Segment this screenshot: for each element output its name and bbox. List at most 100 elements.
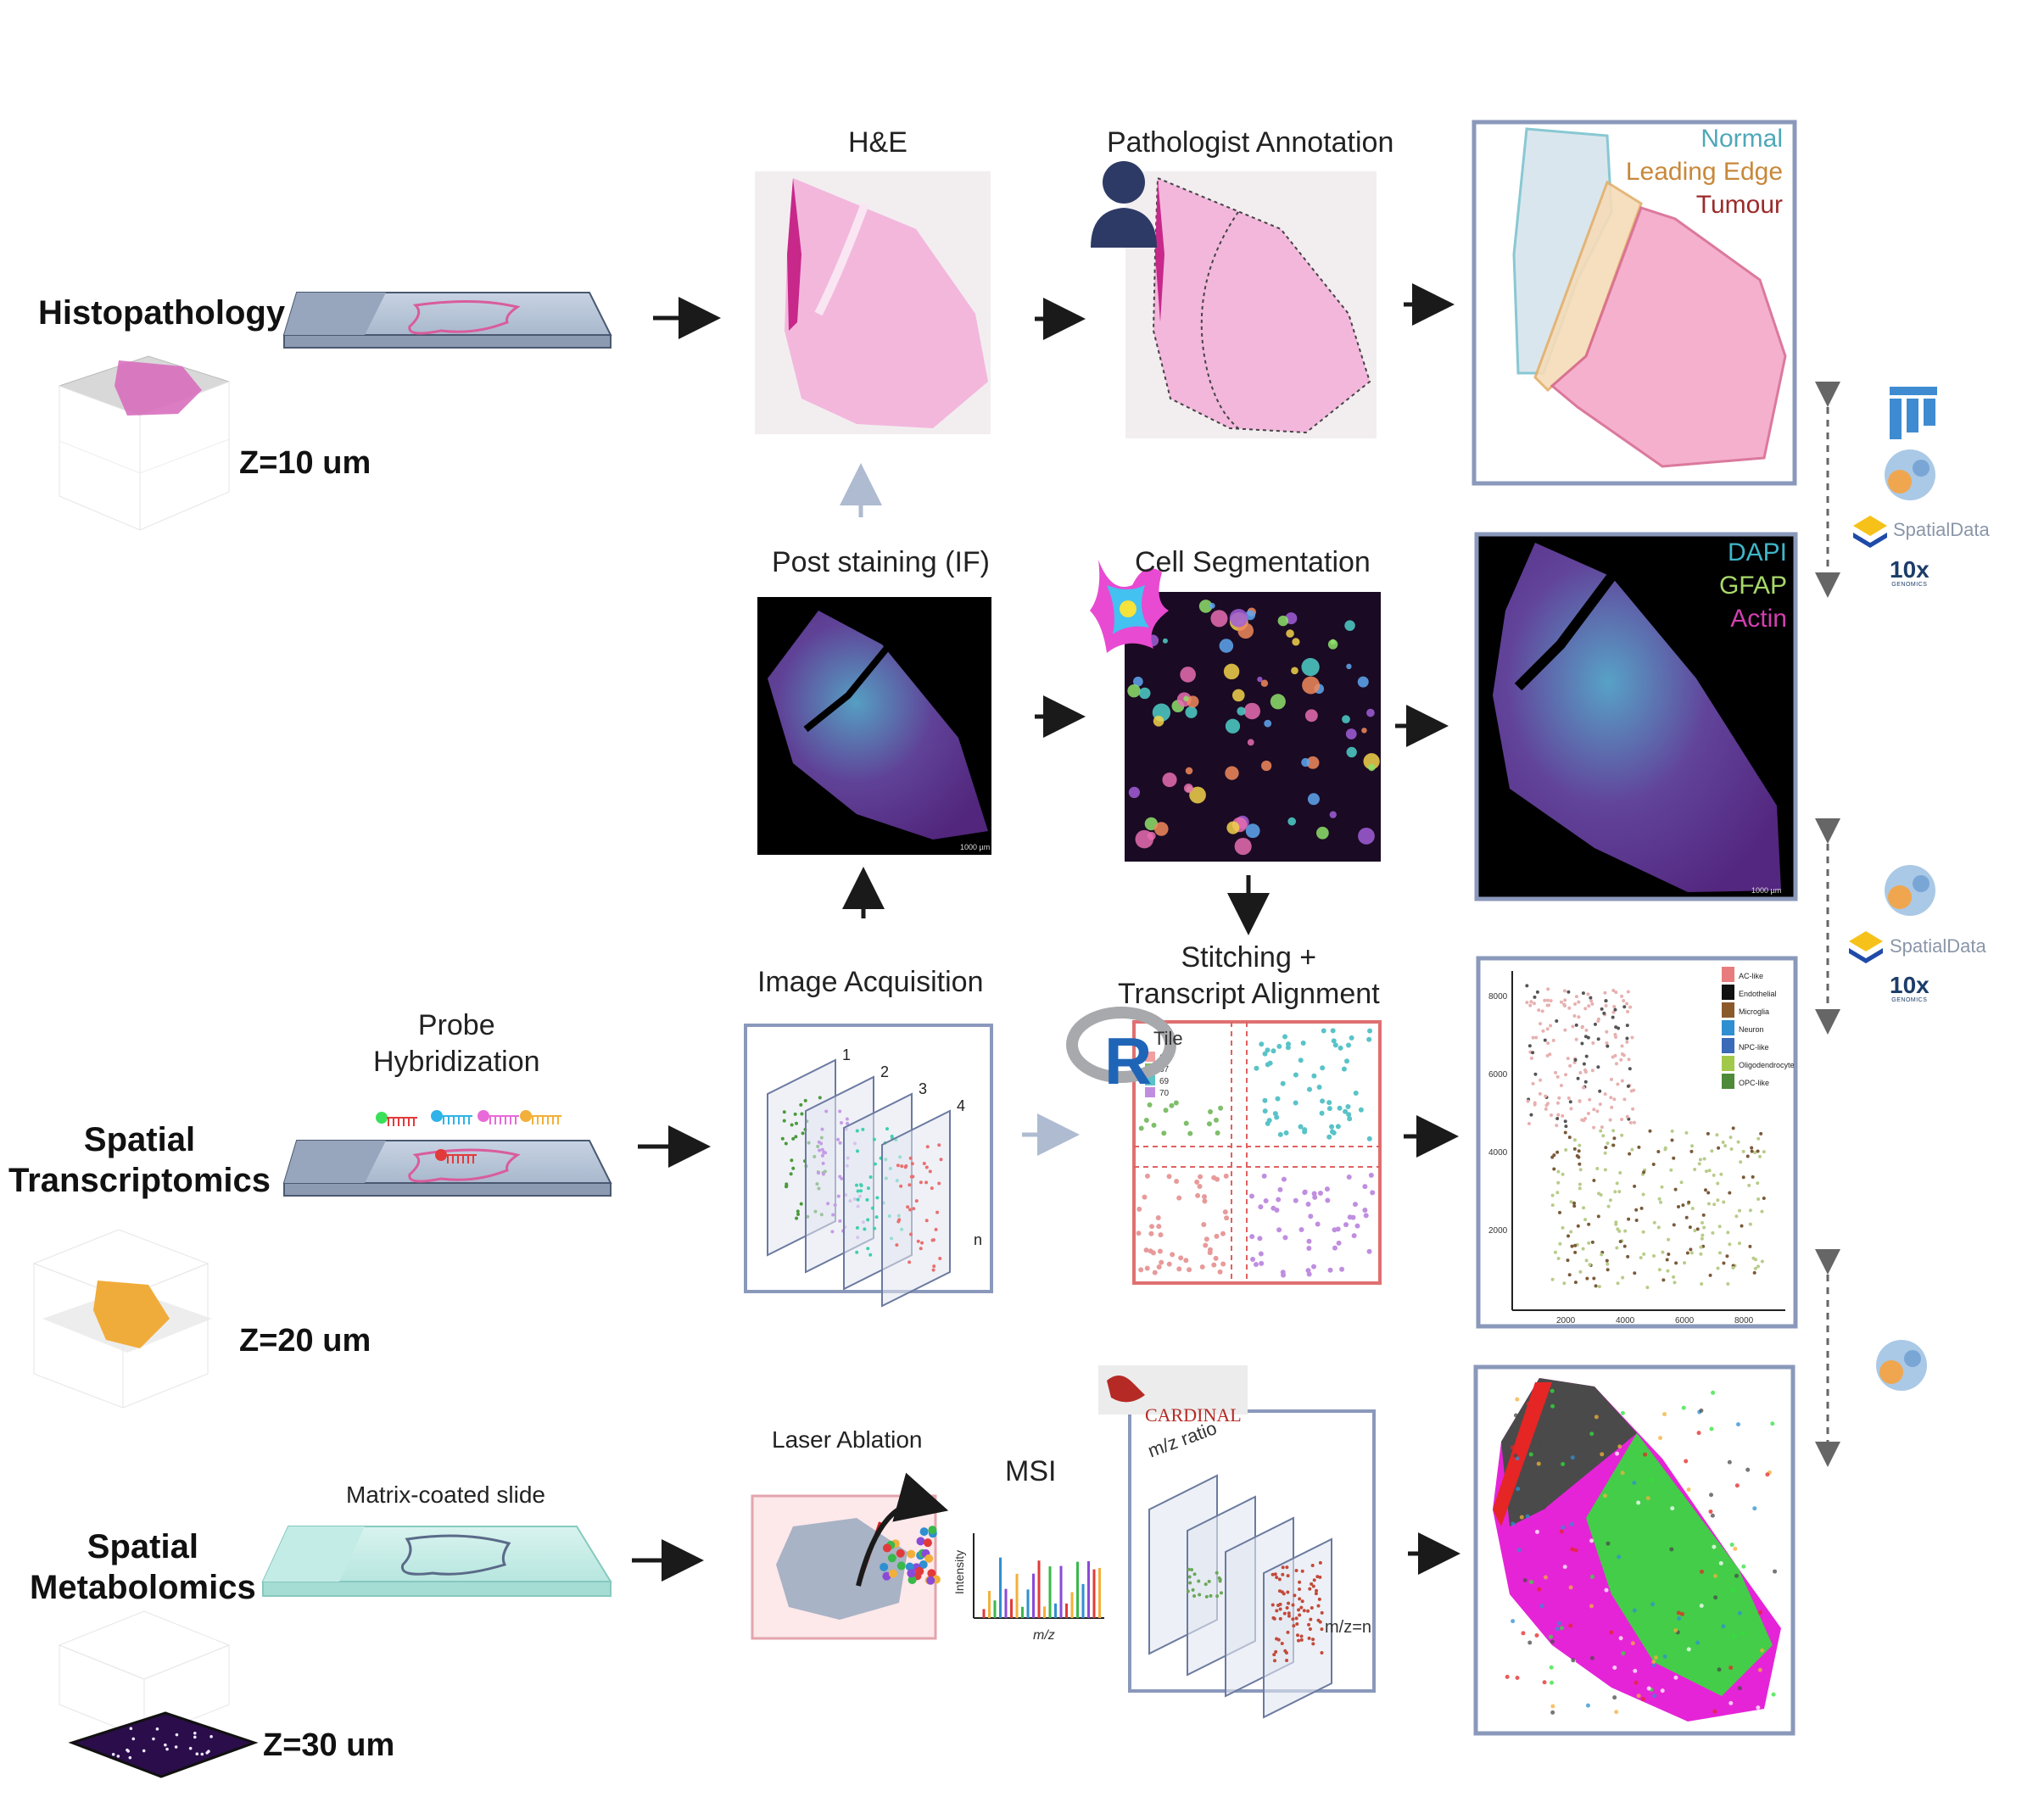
metab-speckle [1648, 1411, 1653, 1416]
cell-dot [1725, 1254, 1729, 1258]
mz-spot [1308, 1587, 1312, 1591]
metab-speckle [1771, 1692, 1776, 1697]
legend-dapi: DAPI [1727, 538, 1787, 566]
mz-spot [1315, 1588, 1319, 1593]
cell-dot [1690, 1144, 1695, 1148]
cell-dot [1652, 1220, 1656, 1225]
cell-dot [1559, 1083, 1563, 1087]
metab-speckle [1718, 1560, 1723, 1565]
cell-dot [1630, 1147, 1634, 1152]
mz-spot [1312, 1578, 1316, 1582]
mz-spot [1320, 1610, 1324, 1615]
metab-speckle [1556, 1621, 1561, 1626]
cell-icon [1090, 560, 1169, 653]
cell-dot [1574, 995, 1578, 999]
ablation-dot [907, 1549, 916, 1559]
metab-speckle [1589, 1431, 1594, 1437]
celltype-swatch [1722, 1056, 1734, 1071]
ablation-dot [927, 1569, 936, 1578]
transcript-dot [1151, 1122, 1157, 1128]
metab-speckle [1636, 1694, 1641, 1699]
mz-spot [1277, 1577, 1282, 1582]
cell-dot [1556, 1180, 1561, 1185]
acquisition-spot [782, 1110, 786, 1114]
acquisition-spot [789, 1172, 793, 1176]
metab-speckle [1589, 1655, 1594, 1660]
cell-dot [1586, 992, 1590, 996]
acquisition-spot [932, 1264, 936, 1269]
cell-dot [1546, 987, 1550, 991]
cell-dot [1611, 1015, 1615, 1019]
transcript-dot [1332, 1042, 1338, 1048]
cell-dot [1572, 1013, 1577, 1018]
cell-dot [1567, 1234, 1571, 1238]
acquisition-spot [863, 1227, 867, 1231]
acquisition-spot [934, 1227, 938, 1231]
metab-speckle [1620, 1470, 1625, 1476]
probe-dot [435, 1149, 447, 1161]
transcript-dot [1220, 1230, 1226, 1236]
ablation-dot [915, 1566, 924, 1576]
cell-dot [1582, 1119, 1586, 1123]
flow-arrows [632, 283, 1460, 1582]
transcript-dot [1332, 1245, 1338, 1251]
transcript-dot [1306, 1238, 1312, 1244]
cell-dot [1683, 1261, 1687, 1265]
mz-spot [1217, 1576, 1221, 1580]
cell-dot [1628, 1067, 1632, 1071]
cell-dot [1652, 1254, 1656, 1258]
metab-speckle [1621, 1651, 1626, 1656]
cell-dot [1616, 1281, 1620, 1286]
segmented-cell [1185, 767, 1193, 775]
cell-dot [1706, 1131, 1710, 1136]
cell-dot [1568, 1100, 1572, 1104]
step-label-msi: MSI [1005, 1455, 1057, 1487]
metab-speckle [1713, 1595, 1718, 1600]
cell-dot [1622, 998, 1626, 1002]
ablation-dot [924, 1554, 934, 1563]
cell-dot [1625, 1114, 1629, 1119]
cube-metab [58, 1610, 259, 1778]
metab-speckle [1709, 1426, 1714, 1431]
cell-dot [1599, 1192, 1603, 1197]
cell-dot [1578, 1182, 1582, 1186]
cell-dot [1670, 1129, 1674, 1133]
transcript-dot [1213, 1255, 1219, 1261]
transcript-dot [1298, 1124, 1304, 1130]
metab-speckle [1620, 1410, 1625, 1415]
segmented-cell [1270, 694, 1286, 710]
cell-dot [1617, 1190, 1622, 1194]
segmented-cell [1302, 676, 1321, 695]
acquisition-layer [881, 1109, 951, 1308]
acquisition-spot [790, 1123, 794, 1127]
mz-spot [1317, 1597, 1321, 1601]
acquisition-spot [908, 1156, 913, 1160]
transcript-dot [1281, 1272, 1287, 1278]
segmented-cell [1237, 622, 1254, 639]
cell-dot [1611, 989, 1616, 993]
mz-spot [1280, 1641, 1284, 1645]
acquisition-spot [856, 1189, 860, 1193]
segmented-cell [1327, 639, 1338, 650]
segmented-cell [1153, 716, 1164, 727]
transcript-dot [1136, 1230, 1142, 1236]
cell-dot [1567, 1096, 1571, 1100]
metab-speckle [1731, 1634, 1736, 1639]
cell-dot [1578, 1162, 1582, 1166]
cell-dot [1618, 1240, 1622, 1244]
transcript-dot [1254, 1065, 1259, 1071]
transcript-dot [1337, 1105, 1343, 1111]
cell-dot [1574, 1037, 1578, 1041]
x-tick-label: 8000 [1734, 1316, 1754, 1325]
metab-speckle [1660, 1688, 1665, 1694]
mz-spot [1294, 1569, 1298, 1573]
spatialdata-label-1: SpatialData [1893, 519, 1990, 540]
transcript-dot [1351, 1233, 1357, 1239]
acquisition-spot [908, 1183, 912, 1187]
squidpy-icon-3 [1876, 1340, 1927, 1391]
cell-dot [1634, 1218, 1639, 1222]
trans-slide [282, 1110, 612, 1197]
acquisition-spot [838, 1109, 842, 1113]
cell-dot [1581, 1247, 1585, 1251]
acquisition-spot [866, 1218, 870, 1222]
